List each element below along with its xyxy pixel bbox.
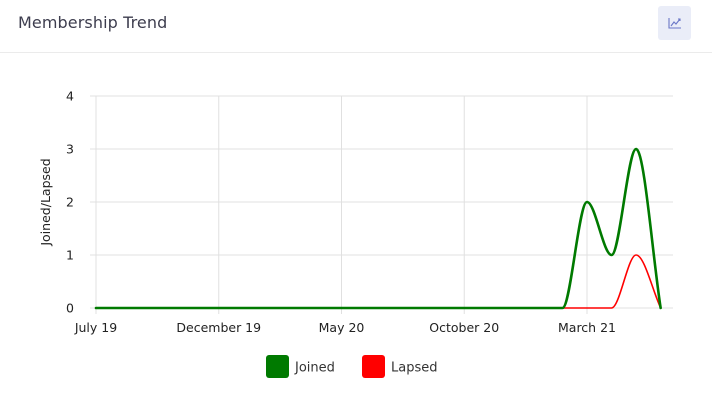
legend-swatch-lapsed[interactable]: [362, 355, 385, 378]
legend-label-joined[interactable]: Joined: [294, 361, 335, 376]
x-tick-label: December 19: [176, 320, 261, 335]
series-line-lapsed: [95, 254, 662, 309]
legend: Joined Lapsed: [266, 355, 437, 378]
x-tick-label: May 20: [319, 320, 365, 335]
series: [94, 147, 662, 310]
y-tick-label: 3: [66, 142, 74, 157]
membership-trend-chart: 0 1 2 3 4 July 19 December 19 May 20 October 20 M…: [38, 89, 673, 378]
chart-type-button[interactable]: [658, 6, 691, 40]
y-axis-title: Joined/Lapsed: [38, 158, 53, 246]
series-line-joined: [94, 147, 662, 310]
card-title: Membership Trend: [18, 13, 168, 32]
x-tick-label: March 21: [558, 320, 616, 335]
chart-area: 0 1 2 3 4 July 19 December 19 May 20 October 20 M…: [0, 53, 712, 404]
y-tick-label: 2: [66, 195, 74, 210]
legend-label-lapsed[interactable]: Lapsed: [391, 361, 437, 376]
card-header: Membership Trend: [0, 0, 712, 53]
y-tick-label: 0: [66, 301, 74, 316]
line-chart-icon: [667, 18, 681, 29]
legend-swatch-joined[interactable]: [266, 355, 289, 378]
axes: 0 1 2 3 4 July 19 December 19 May 20 October 20 M…: [38, 89, 616, 336]
x-tick-label: July 19: [74, 320, 117, 335]
x-tick-label: October 20: [429, 320, 499, 335]
y-tick-label: 1: [66, 248, 74, 263]
y-tick-label: 4: [66, 89, 74, 104]
